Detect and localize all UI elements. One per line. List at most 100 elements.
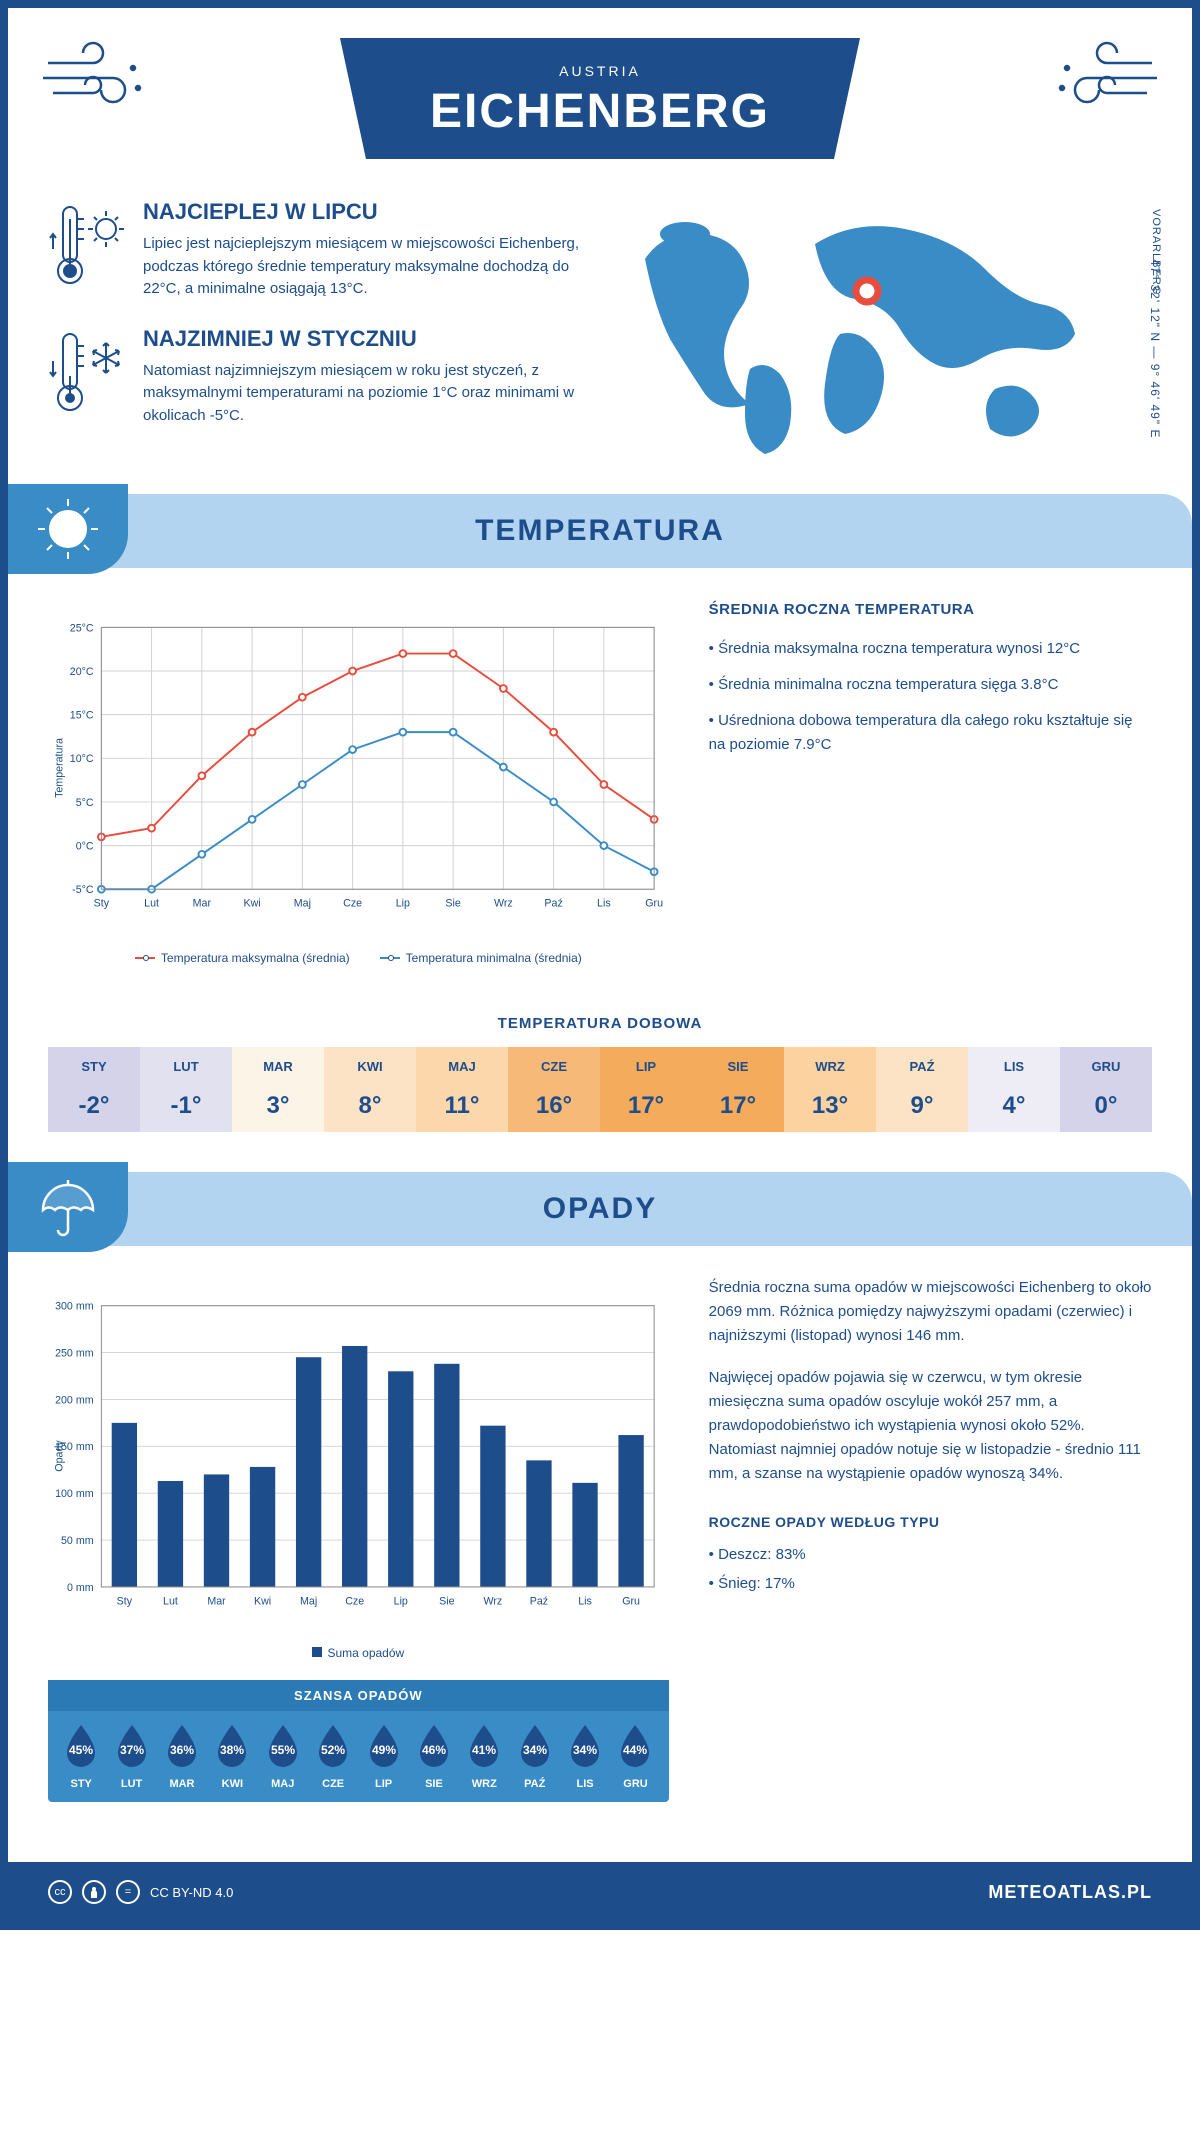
svg-text:Wrz: Wrz [494, 898, 513, 910]
svg-text:100 mm: 100 mm [55, 1488, 94, 1500]
svg-text:200 mm: 200 mm [55, 1394, 94, 1406]
daily-temp-month: LUT [140, 1059, 232, 1074]
umbrella-icon [8, 1162, 128, 1252]
svg-text:37%: 37% [120, 1743, 144, 1757]
chance-cell: 38% KWI [207, 1721, 257, 1790]
raindrop-icon: 36% [161, 1721, 203, 1769]
header-banner: EICHENBERG AUSTRIA [340, 38, 860, 159]
map-column: VORARLBERG 47° 32' 12" N — 9° 46' 49" E [615, 199, 1152, 464]
legend-max-label: Temperatura maksymalna (średnia) [161, 951, 350, 965]
world-map-icon [615, 199, 1095, 459]
svg-text:45%: 45% [69, 1743, 93, 1757]
svg-text:Cze: Cze [343, 898, 362, 910]
chance-month: LUT [106, 1778, 156, 1790]
daily-temp-value: 0° [1060, 1092, 1152, 1120]
svg-text:41%: 41% [472, 1743, 496, 1757]
svg-text:Paź: Paź [530, 1595, 548, 1607]
svg-text:15°C: 15°C [70, 710, 94, 722]
temperature-title: TEMPERATURA [8, 514, 1192, 548]
svg-text:Gru: Gru [645, 898, 663, 910]
chance-month: CZE [308, 1778, 358, 1790]
rain-type-title: ROCZNE OPADY WEDŁUG TYPU [709, 1511, 1152, 1533]
temperature-legend: Temperatura maksymalna (średnia) Tempera… [48, 951, 669, 965]
chance-month: SIE [409, 1778, 459, 1790]
svg-text:250 mm: 250 mm [55, 1347, 94, 1359]
daily-temp-month: WRZ [784, 1059, 876, 1074]
rain-title: OPADY [8, 1192, 1192, 1226]
svg-text:Temperatura: Temperatura [54, 738, 66, 798]
chance-month: LIS [560, 1778, 610, 1790]
svg-text:Sty: Sty [117, 1595, 133, 1607]
rain-summary: Średnia roczna suma opadów w miejscowośc… [709, 1276, 1152, 1802]
daily-temp-value: 11° [416, 1092, 508, 1120]
svg-text:46%: 46% [422, 1743, 446, 1757]
daily-temp-month: MAR [232, 1059, 324, 1074]
rain-type-item: Deszcz: 83% [709, 1543, 1152, 1567]
daily-temp-cell: WRZ13° [784, 1047, 876, 1132]
svg-text:38%: 38% [220, 1743, 244, 1757]
svg-text:34%: 34% [523, 1743, 547, 1757]
svg-text:Lut: Lut [163, 1595, 178, 1607]
raindrop-icon: 44% [614, 1721, 656, 1769]
chance-cell: 34%PAŹ [510, 1721, 560, 1790]
daily-temp-cell: LIP17° [600, 1047, 692, 1132]
svg-text:0°C: 0°C [76, 840, 94, 852]
svg-text:Mar: Mar [193, 898, 212, 910]
raindrop-icon: 45% [60, 1721, 102, 1769]
daily-temp-value: 17° [692, 1092, 784, 1120]
wind-icon [1052, 38, 1162, 123]
chance-cell: 36% MAR [157, 1721, 207, 1790]
coldest-text: Natomiast najzimniejszym miesiącem w rok… [143, 360, 585, 428]
rain-chart-row: 0 mm50 mm100 mm150 mm200 mm250 mm300 mmS… [8, 1276, 1192, 1832]
temp-summary-item: Średnia minimalna roczna temperatura się… [709, 673, 1152, 697]
infographic-page: EICHENBERG AUSTRIA NAJCIEPLEJ W LIPCU Li… [0, 0, 1200, 1930]
daily-temp-month: PAŹ [876, 1059, 968, 1074]
chance-month: WRZ [459, 1778, 509, 1790]
nd-icon: = [116, 1880, 140, 1904]
chance-month: STY [56, 1778, 106, 1790]
rain-bar-chart: 0 mm50 mm100 mm150 mm200 mm250 mm300 mmS… [48, 1276, 669, 1802]
chance-month: MAR [157, 1778, 207, 1790]
daily-temp-cell: STY-2° [48, 1047, 140, 1132]
daily-temp-cell: MAJ 11° [416, 1047, 508, 1132]
coldest-title: NAJZIMNIEJ W STYCZNIU [143, 326, 585, 352]
rain-chance-box: SZANSA OPADÓW 45%STY37%LUT36%MAR38%KWI55… [48, 1680, 669, 1802]
svg-text:44%: 44% [623, 1743, 647, 1757]
thermometer-sun-icon [48, 199, 128, 301]
coordinates: 47° 32' 12" N — 9° 46' 49" E [1148, 259, 1162, 438]
daily-temp-month: MAJ [416, 1059, 508, 1074]
svg-text:25°C: 25°C [70, 622, 94, 634]
site-name: METEOATLAS.PL [988, 1882, 1152, 1903]
svg-text:Lis: Lis [597, 898, 611, 910]
daily-temp-cell: KWI8° [324, 1047, 416, 1132]
daily-temp-month: LIS [968, 1059, 1060, 1074]
rain-summary-p1: Średnia roczna suma opadów w miejscowośc… [709, 1276, 1152, 1348]
license-block: cc = CC BY-ND 4.0 [48, 1880, 233, 1904]
raindrop-icon: 55% [262, 1721, 304, 1769]
chance-cell: 46% SIE [409, 1721, 459, 1790]
raindrop-icon: 34% [514, 1721, 556, 1769]
temp-summary-item: Uśredniona dobowa temperatura dla całego… [709, 709, 1152, 757]
svg-text:-5°C: -5°C [72, 884, 94, 896]
chance-cell: 52%CZE [308, 1721, 358, 1790]
svg-text:55%: 55% [271, 1743, 295, 1757]
daily-temp-month: STY [48, 1059, 140, 1074]
svg-text:0 mm: 0 mm [67, 1582, 94, 1594]
svg-text:50 mm: 50 mm [61, 1535, 94, 1547]
svg-text:Gru: Gru [622, 1595, 640, 1607]
sun-icon [8, 484, 128, 574]
chance-cell: 37% LUT [106, 1721, 156, 1790]
daily-temp-month: CZE [508, 1059, 600, 1074]
daily-temp-month: SIE [692, 1059, 784, 1074]
city-name: EICHENBERG [430, 84, 770, 139]
daily-temp-value: 4° [968, 1092, 1060, 1120]
chance-cell: 49%LIP [358, 1721, 408, 1790]
temperature-chart-row: -5°C0°C5°C10°C15°C20°C25°CStyLutMarKwiMa… [8, 598, 1192, 995]
svg-text:Maj: Maj [294, 898, 311, 910]
svg-text:Lip: Lip [394, 1595, 408, 1607]
temperature-summary: ŚREDNIA ROCZNA TEMPERATURA Średnia maksy… [709, 598, 1152, 965]
chance-month: KWI [207, 1778, 257, 1790]
temp-summary-title: ŚREDNIA ROCZNA TEMPERATURA [709, 598, 1152, 622]
svg-text:Lip: Lip [396, 898, 410, 910]
cc-icon: cc [48, 1880, 72, 1904]
